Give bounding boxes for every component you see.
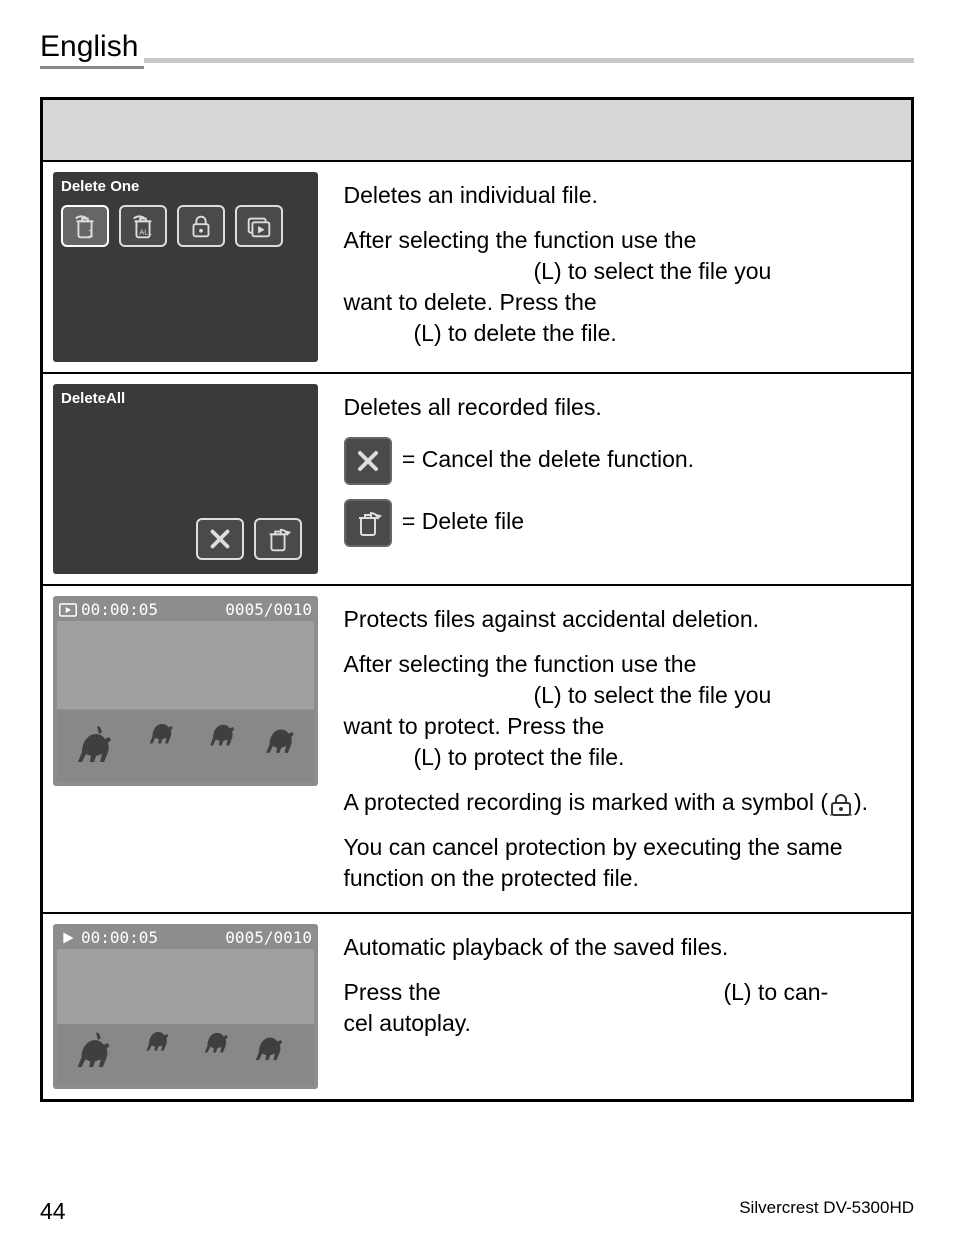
screenshot-protect: 00:00:05 0005/0010 (53, 596, 318, 786)
delete-file-icon (254, 518, 302, 560)
table-row: 00:00:05 0005/0010 Protects files agains… (42, 585, 913, 913)
table-row: 00:00:05 0005/0010 100 Automatic playbac… (42, 913, 913, 1101)
timecode: 00:00:05 (81, 600, 158, 619)
t: (L) to select the file you (534, 682, 772, 708)
table-row: Delete One 1 ALL Dele (42, 161, 913, 373)
language-label: English (40, 30, 144, 69)
desc-text: Automatic playback of the saved files. (344, 932, 896, 963)
delete-one-icon: 1 (61, 205, 109, 247)
screenshot-delete-one: Delete One 1 ALL (53, 172, 318, 362)
icon-legend: = Delete file (344, 499, 896, 547)
t: want to delete. Press the (344, 289, 597, 315)
desc-text: After selecting the function use the (L)… (344, 649, 896, 773)
table-header-blank (42, 99, 913, 161)
t: (L) to can- (723, 979, 828, 1005)
icon-row (188, 514, 310, 564)
t: ). (854, 789, 868, 815)
delete-all-icon: ALL (119, 205, 167, 247)
desc-text: Deletes all recorded files. (344, 392, 896, 423)
timecode: 00:00:05 (81, 928, 158, 947)
overlay: 00:00:05 0005/0010 (59, 600, 312, 619)
deer-scene (57, 949, 314, 1085)
icon-row: 1 ALL (53, 201, 318, 251)
overlay: 00:00:05 0005/0010 (59, 928, 312, 947)
play-icon: 00:00:05 (59, 928, 158, 947)
desc-text: A protected recording is marked with a s… (344, 787, 896, 818)
cancel-icon (344, 437, 392, 485)
desc-text: Protects files against accidental deleti… (344, 604, 896, 635)
feature-table: Delete One 1 ALL Dele (40, 97, 914, 1102)
desc-text: Press the (L) to can- cel autoplay. (344, 977, 896, 1039)
desc-text: Deletes an individual file. (344, 180, 896, 211)
lock-icon (828, 793, 854, 815)
counter: 0005/0010 (225, 928, 312, 947)
counter: 0005/0010 (225, 600, 312, 619)
t: Press the (344, 979, 441, 1005)
t: want to protect. Press the (344, 713, 605, 739)
shot-title: Delete One (53, 172, 318, 201)
t: (L) to delete the file. (414, 320, 617, 346)
t: cel autoplay. (344, 1010, 471, 1036)
deer-scene (57, 621, 314, 782)
t: After selecting the function use the (344, 651, 697, 677)
play-all-icon (235, 205, 283, 247)
table-row: DeleteAll Deletes all recorded files. = … (42, 373, 913, 585)
page-footer: 44 Silvercrest DV-5300HD (40, 1198, 914, 1225)
page-header: English (40, 30, 914, 69)
model-label: Silvercrest DV-5300HD (739, 1198, 914, 1225)
lock-icon (177, 205, 225, 247)
header-rule (144, 58, 914, 63)
t: After selecting the function use the (344, 227, 697, 253)
t: = Delete file (402, 508, 524, 534)
t: (L) to select the file you (534, 258, 772, 284)
t: A protected recording is marked with a s… (344, 789, 828, 815)
svg-text:1: 1 (88, 228, 94, 239)
page-number: 44 (40, 1198, 66, 1225)
t: = Cancel the delete function. (402, 446, 694, 472)
t: (L) to protect the file. (414, 744, 625, 770)
screenshot-autoplay: 00:00:05 0005/0010 100 (53, 924, 318, 1089)
svg-text:ALL: ALL (139, 227, 152, 236)
icon-legend: = Cancel the delete function. (344, 437, 896, 485)
cancel-icon (196, 518, 244, 560)
delete-file-icon (344, 499, 392, 547)
screenshot-delete-all: DeleteAll (53, 384, 318, 574)
shot-title: DeleteAll (53, 384, 318, 413)
desc-text: You can cancel protection by executing t… (344, 832, 896, 894)
desc-text: After selecting the function use the (L)… (344, 225, 896, 349)
play-mode-icon: 00:00:05 (59, 600, 158, 619)
